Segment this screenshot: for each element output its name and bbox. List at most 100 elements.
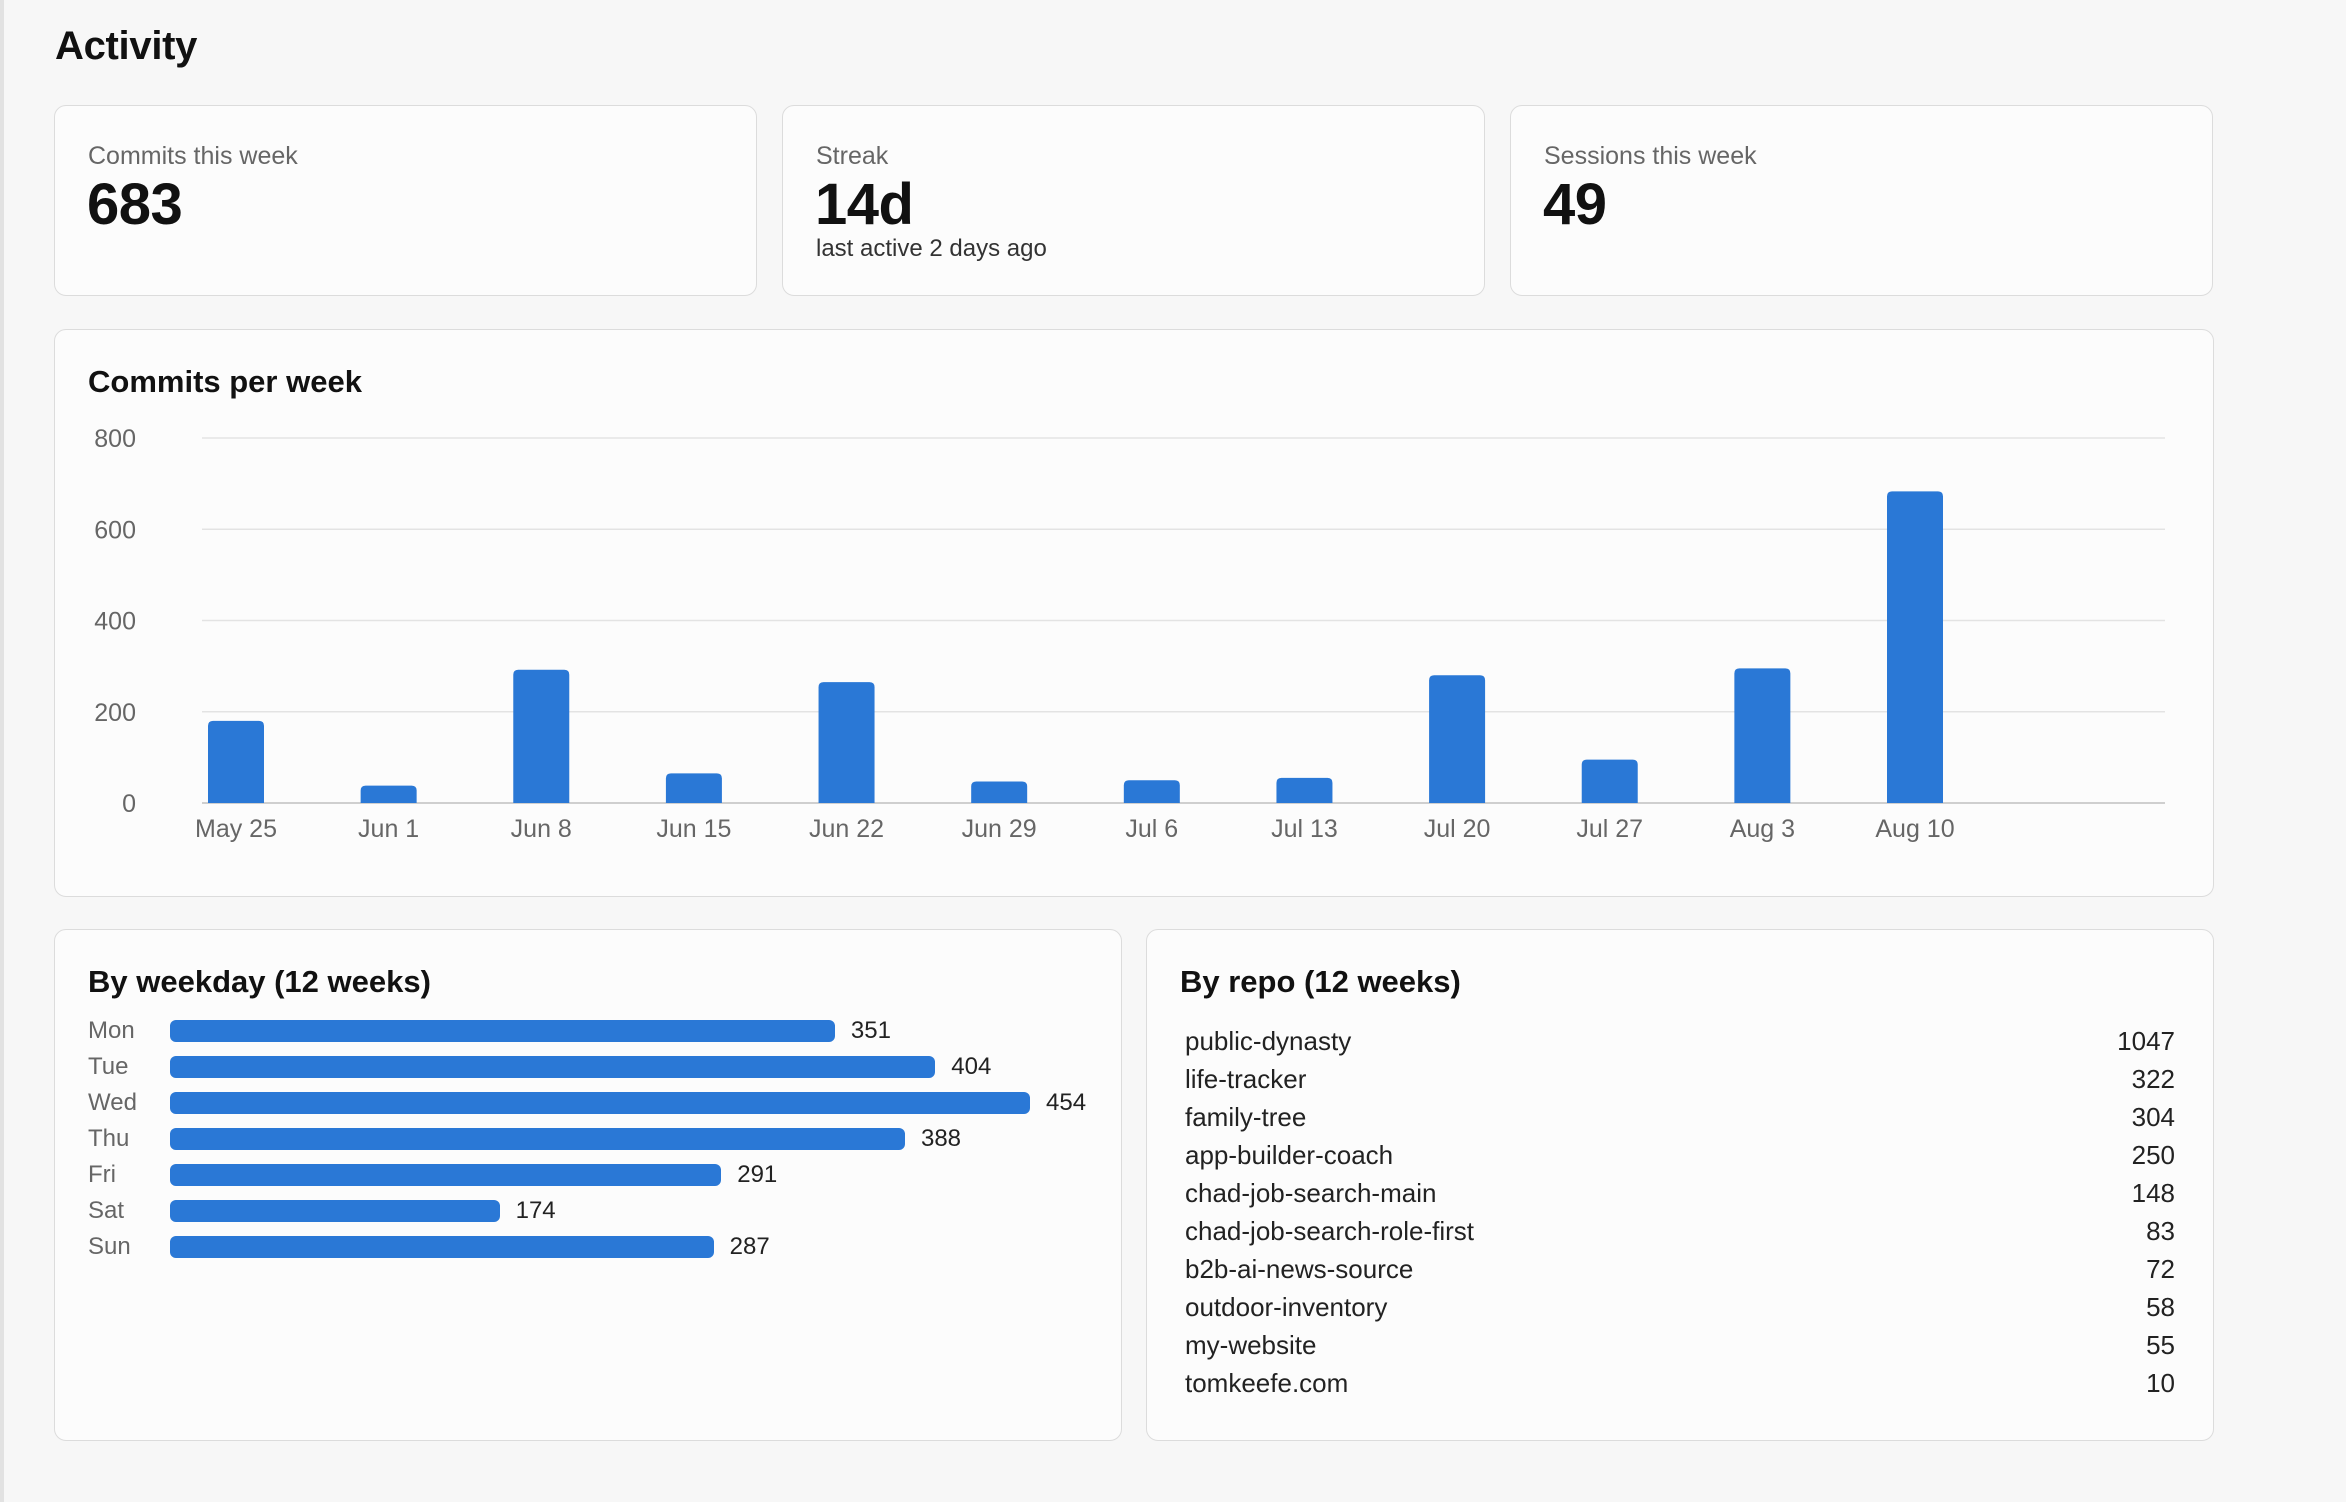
repo-row: chad-job-search-role-first 83 (1185, 1213, 2175, 1249)
repo-name: outdoor-inventory (1185, 1292, 1388, 1322)
repo-count: 250 (2131, 1140, 2175, 1170)
repo-count: 304 (2131, 1102, 2175, 1132)
stat-label: Commits this week (88, 142, 298, 170)
stat-value: 14d (815, 172, 914, 237)
repo-row: life-tracker 322 (1185, 1061, 2175, 1097)
weekday-value: 351 (850, 1017, 891, 1044)
weekday-label: Thu (88, 1125, 130, 1152)
weekday-title: By weekday (12 weeks) (88, 964, 431, 999)
repo-name: public-dynasty (1185, 1026, 1352, 1056)
repo-row: family-tree 304 (1185, 1099, 2175, 1135)
weekday-row: Thu 388 (55, 1124, 1121, 1154)
weekly-commit-bar[interactable] (818, 682, 875, 803)
repo-row: public-dynasty 1047 (1185, 1023, 2175, 1059)
weekday-bar[interactable] (170, 1200, 500, 1222)
repo-count: 148 (2131, 1178, 2175, 1208)
repo-row: app-builder-coach 250 (1185, 1137, 2175, 1173)
weekday-bar[interactable] (170, 1128, 905, 1150)
y-tick-label: 400 (94, 608, 136, 636)
repo-count: 72 (2146, 1254, 2175, 1284)
stat-subtext: last active 2 days ago (816, 235, 1047, 262)
weekday-value: 291 (737, 1161, 778, 1188)
repo-count: 83 (2146, 1216, 2175, 1246)
weekday-value: 174 (515, 1197, 556, 1224)
stat-card-streak: Streak 14d last active 2 days ago (782, 105, 1485, 296)
stat-card-commits: Commits this week 683 (54, 105, 757, 296)
x-tick-label: Jun 22 (809, 815, 884, 843)
chart-title: Commits per week (88, 364, 362, 399)
x-tick-label: Aug 10 (1875, 815, 1954, 843)
weekly-commit-bar[interactable] (513, 669, 570, 803)
x-tick-label: Jun 8 (511, 815, 572, 843)
repo-row: b2b-ai-news-source 72 (1185, 1251, 2175, 1287)
repo-row: chad-job-search-main 148 (1185, 1175, 2175, 1211)
weekday-row: Wed 454 (55, 1088, 1121, 1118)
repo-count: 10 (2146, 1368, 2175, 1398)
commits-per-week-card: Commits per week 0 200 400 600 800 May 25 Jun … (54, 329, 2214, 897)
repo-row: tomkeefe.com 10 (1185, 1365, 2175, 1401)
x-tick-label: May 25 (195, 815, 277, 843)
x-tick-label: Jul 27 (1576, 815, 1643, 843)
weekday-row: Sun 287 (55, 1232, 1121, 1262)
weekday-row: Mon 351 (55, 1016, 1121, 1046)
repo-row: my-website 55 (1185, 1327, 2175, 1363)
weekday-label: Tue (88, 1053, 129, 1080)
weekday-row: Tue 404 (55, 1052, 1121, 1082)
x-tick-label: Jul 20 (1424, 815, 1491, 843)
stat-value: 49 (1543, 172, 1607, 237)
weekly-commit-bar[interactable] (1429, 675, 1486, 803)
repo-name: life-tracker (1185, 1064, 1307, 1094)
repo-count: 1047 (2117, 1026, 2175, 1056)
left-divider (0, 0, 4, 1502)
weekday-row: Fri 291 (55, 1160, 1121, 1190)
weekly-commit-bar[interactable] (1276, 777, 1333, 803)
weekday-value: 388 (920, 1125, 962, 1152)
weekly-commit-bar[interactable] (665, 773, 722, 803)
weekday-value: 287 (729, 1233, 770, 1260)
weekly-commit-bar[interactable] (1581, 759, 1638, 803)
repo-count: 58 (2146, 1292, 2175, 1322)
stat-card-sessions: Sessions this week 49 (1510, 105, 2213, 296)
weekday-bar[interactable] (170, 1092, 1030, 1114)
repo-title: By repo (12 weeks) (1180, 964, 1461, 999)
weekday-label: Wed (88, 1089, 137, 1116)
x-tick-label: Jun 15 (656, 815, 731, 843)
repo-name: family-tree (1185, 1102, 1307, 1132)
repo-row: outdoor-inventory 58 (1185, 1289, 2175, 1325)
repo-count: 55 (2146, 1330, 2175, 1360)
stat-value: 683 (87, 172, 183, 237)
weekday-label: Sat (88, 1197, 125, 1224)
y-tick-label: 0 (122, 790, 136, 818)
weekday-value: 404 (951, 1053, 992, 1080)
repo-name: app-builder-coach (1185, 1140, 1394, 1170)
stat-label: Sessions this week (1544, 142, 1757, 170)
weekday-bar[interactable] (170, 1020, 835, 1042)
x-tick-label: Jun 1 (358, 815, 419, 843)
page-title: Activity (55, 24, 198, 68)
weekday-bar[interactable] (170, 1164, 722, 1186)
weekly-commit-bar[interactable] (208, 720, 264, 803)
weekday-bar[interactable] (170, 1236, 714, 1258)
weekday-value: 454 (1046, 1089, 1087, 1116)
x-tick-label: Aug 3 (1730, 815, 1795, 843)
weekly-commit-bar[interactable] (1734, 668, 1791, 803)
stat-label: Streak (816, 142, 889, 170)
weekly-commit-bar[interactable] (1123, 780, 1180, 803)
weekly-commit-bar[interactable] (971, 781, 1028, 803)
weekday-row: Sat 174 (55, 1196, 1121, 1226)
weekly-commit-bar[interactable] (1887, 491, 1943, 803)
repo-name: my-website (1185, 1330, 1317, 1360)
by-weekday-card: By weekday (12 weeks) Mon 351 Tue 404 Wed 454… (54, 929, 1122, 1441)
weekday-label: Fri (88, 1161, 116, 1188)
weekday-bar[interactable] (170, 1056, 936, 1078)
y-tick-label: 600 (94, 516, 136, 544)
x-tick-label: Jul 13 (1271, 815, 1338, 843)
repo-name: b2b-ai-news-source (1185, 1254, 1414, 1284)
repo-name: chad-job-search-main (1185, 1178, 1437, 1208)
commits-per-week-chart: 0 200 400 600 800 May 25 Jun 1 Jun 8 Jun 15 Jun 2… (94, 425, 2165, 843)
weekday-label: Sun (88, 1233, 131, 1260)
repo-name: tomkeefe.com (1185, 1368, 1349, 1398)
weekday-label: Mon (88, 1017, 135, 1044)
repo-count: 322 (2131, 1064, 2175, 1094)
weekly-commit-bar[interactable] (360, 785, 417, 803)
